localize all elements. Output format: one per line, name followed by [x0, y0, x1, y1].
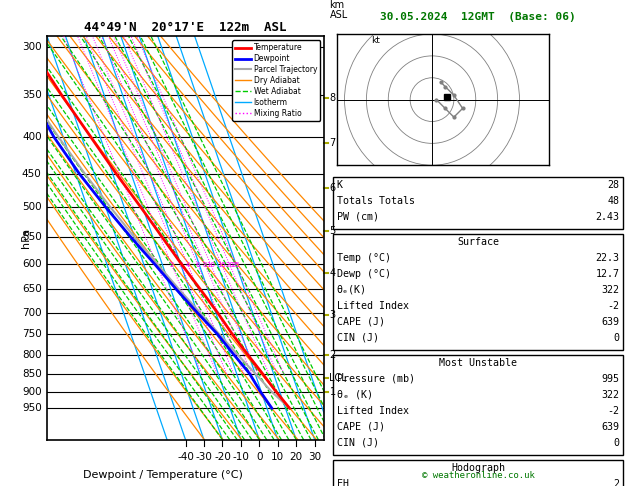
- Text: 850: 850: [22, 368, 42, 379]
- Text: 500: 500: [22, 202, 42, 212]
- Text: 1: 1: [155, 262, 159, 268]
- Text: -2: -2: [608, 406, 620, 416]
- Text: Pressure (mb): Pressure (mb): [337, 374, 415, 384]
- Text: 0: 0: [256, 452, 263, 462]
- Text: 6: 6: [196, 262, 200, 268]
- Text: 25: 25: [231, 262, 240, 268]
- Text: θₑ (K): θₑ (K): [337, 390, 372, 400]
- Text: 650: 650: [22, 284, 42, 295]
- Text: 2: 2: [170, 262, 174, 268]
- Text: 2: 2: [330, 350, 336, 360]
- Text: 15: 15: [218, 262, 226, 268]
- Text: -10: -10: [233, 452, 249, 462]
- Text: K: K: [337, 180, 343, 190]
- Text: 3: 3: [330, 311, 336, 320]
- Text: 550: 550: [22, 232, 42, 242]
- Text: Temp (°C): Temp (°C): [337, 253, 391, 263]
- Text: 322: 322: [601, 390, 620, 400]
- Text: 2.43: 2.43: [596, 212, 620, 222]
- Text: Hodograph: Hodograph: [451, 463, 505, 473]
- Text: θₑ(K): θₑ(K): [337, 285, 367, 295]
- Text: 28: 28: [608, 180, 620, 190]
- Text: 1: 1: [330, 386, 336, 397]
- Text: kt: kt: [370, 36, 380, 45]
- Text: 995: 995: [601, 374, 620, 384]
- Text: 639: 639: [601, 317, 620, 327]
- Text: 322: 322: [601, 285, 620, 295]
- Text: 4: 4: [330, 268, 336, 278]
- Text: 0: 0: [613, 333, 620, 343]
- Text: 639: 639: [601, 422, 620, 432]
- Text: 2: 2: [613, 479, 620, 486]
- Text: 30.05.2024  12GMT  (Base: 06): 30.05.2024 12GMT (Base: 06): [380, 12, 576, 22]
- Text: CAPE (J): CAPE (J): [337, 422, 384, 432]
- Text: 950: 950: [22, 403, 42, 414]
- Text: 22.3: 22.3: [596, 253, 620, 263]
- Text: 6: 6: [330, 184, 336, 193]
- Text: Dewp (°C): Dewp (°C): [337, 269, 391, 279]
- Text: km
ASL: km ASL: [330, 0, 348, 20]
- Text: 300: 300: [22, 42, 42, 52]
- Text: -40: -40: [177, 452, 194, 462]
- Legend: Temperature, Dewpoint, Parcel Trajectory, Dry Adiabat, Wet Adiabat, Isotherm, Mi: Temperature, Dewpoint, Parcel Trajectory…: [232, 40, 320, 121]
- Text: 700: 700: [22, 308, 42, 318]
- Text: 12.7: 12.7: [596, 269, 620, 279]
- Text: 10: 10: [206, 262, 215, 268]
- Text: -30: -30: [196, 452, 213, 462]
- Text: 48: 48: [608, 196, 620, 206]
- Text: 350: 350: [22, 90, 42, 101]
- Text: EH: EH: [337, 479, 348, 486]
- Text: -20: -20: [214, 452, 231, 462]
- Text: 5: 5: [330, 226, 336, 236]
- Text: 0: 0: [613, 438, 620, 448]
- Text: Dewpoint / Temperature (°C): Dewpoint / Temperature (°C): [84, 470, 243, 480]
- Text: PW (cm): PW (cm): [337, 212, 379, 222]
- Text: Totals Totals: Totals Totals: [337, 196, 415, 206]
- Title: 44°49'N  20°17'E  122m  ASL: 44°49'N 20°17'E 122m ASL: [84, 21, 287, 34]
- Text: © weatheronline.co.uk: © weatheronline.co.uk: [421, 471, 535, 480]
- Text: -2: -2: [608, 301, 620, 311]
- Text: 800: 800: [22, 349, 42, 360]
- Text: 30: 30: [308, 452, 321, 462]
- Text: CIN (J): CIN (J): [337, 438, 379, 448]
- Text: Lifted Index: Lifted Index: [337, 301, 408, 311]
- Text: CAPE (J): CAPE (J): [337, 317, 384, 327]
- Text: CIN (J): CIN (J): [337, 333, 379, 343]
- Text: 450: 450: [22, 169, 42, 179]
- Text: hPa: hPa: [21, 228, 31, 248]
- Text: 20: 20: [290, 452, 303, 462]
- Text: 8: 8: [203, 262, 208, 268]
- Text: 900: 900: [22, 386, 42, 397]
- Text: 400: 400: [22, 132, 42, 142]
- Text: 7: 7: [330, 139, 336, 149]
- Text: LCL: LCL: [330, 373, 347, 383]
- Text: 8: 8: [330, 93, 336, 103]
- Text: 3: 3: [179, 262, 183, 268]
- Text: Surface: Surface: [457, 237, 499, 247]
- Text: 4: 4: [186, 262, 190, 268]
- Text: 20: 20: [225, 262, 234, 268]
- Text: Lifted Index: Lifted Index: [337, 406, 408, 416]
- Text: 10: 10: [271, 452, 284, 462]
- Text: 600: 600: [22, 260, 42, 269]
- Text: 750: 750: [22, 330, 42, 339]
- Text: Most Unstable: Most Unstable: [439, 358, 517, 368]
